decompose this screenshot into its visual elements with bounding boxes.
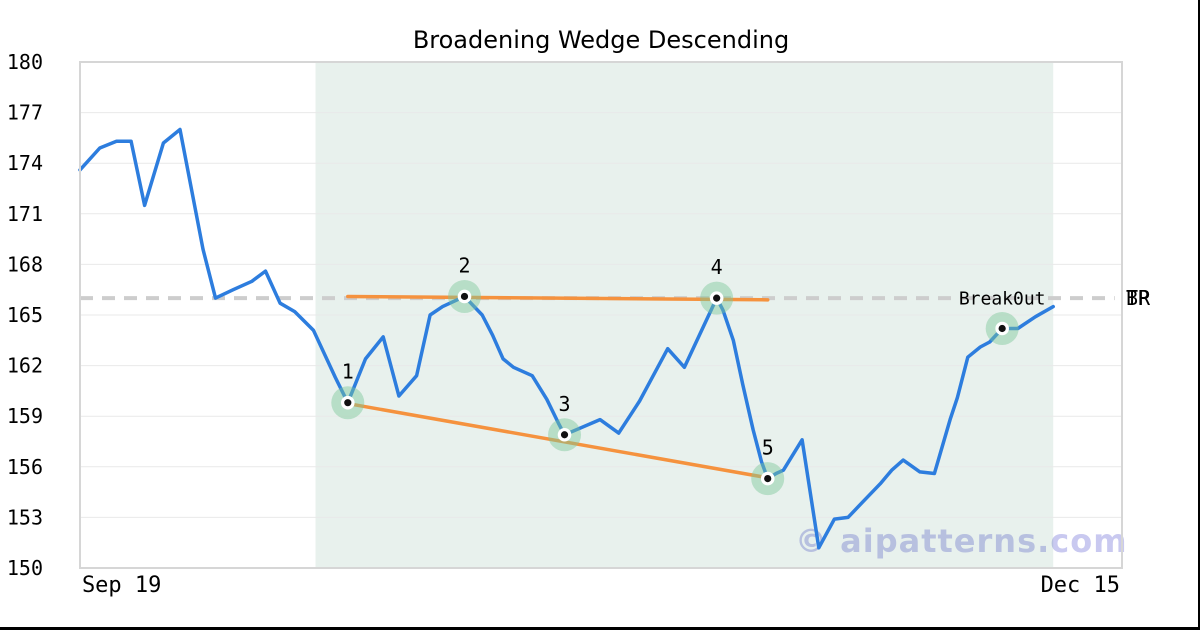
plot-border <box>79 61 1123 569</box>
watermark: © aipatterns.com <box>795 522 1128 560</box>
point-label-3: 3 <box>559 392 571 416</box>
point-label-4: 4 <box>711 255 723 279</box>
y-tick-label: 159 <box>7 404 43 428</box>
marker-dot <box>457 289 472 304</box>
marker-dot <box>760 471 775 486</box>
y-tick-label: 165 <box>7 303 43 327</box>
trendline-upper <box>346 294 770 302</box>
y-tick-label: 156 <box>7 455 43 479</box>
take-profit-label: TP <box>1126 286 1151 310</box>
y-tick-label: 153 <box>7 505 43 529</box>
y-tick-label: 162 <box>7 354 43 378</box>
point-label-2: 2 <box>458 253 470 277</box>
marker-dot <box>995 321 1009 336</box>
y-tick-label: 174 <box>7 151 43 175</box>
x-tick-label: Dec 15 <box>1041 573 1120 598</box>
price-line <box>78 127 1055 550</box>
point-label-1: 1 <box>342 360 354 384</box>
y-tick-label: 171 <box>7 202 43 226</box>
breakout-level-label: BR <box>1126 286 1151 310</box>
marker-dot <box>557 427 572 442</box>
y-tick-label: 150 <box>7 556 43 580</box>
y-tick-label: 180 <box>7 50 43 74</box>
trendline-lower <box>346 401 770 480</box>
marker-dot <box>709 291 724 305</box>
point-label-5: 5 <box>762 436 774 460</box>
x-tick-label: Sep 19 <box>82 573 161 598</box>
marker-dot <box>340 395 355 410</box>
y-tick-label: 177 <box>7 101 43 125</box>
breakout-label: Break0ut <box>959 288 1046 309</box>
y-tick-label: 168 <box>7 252 43 276</box>
chart-title: Broadening Wedge Descending <box>412 26 790 54</box>
